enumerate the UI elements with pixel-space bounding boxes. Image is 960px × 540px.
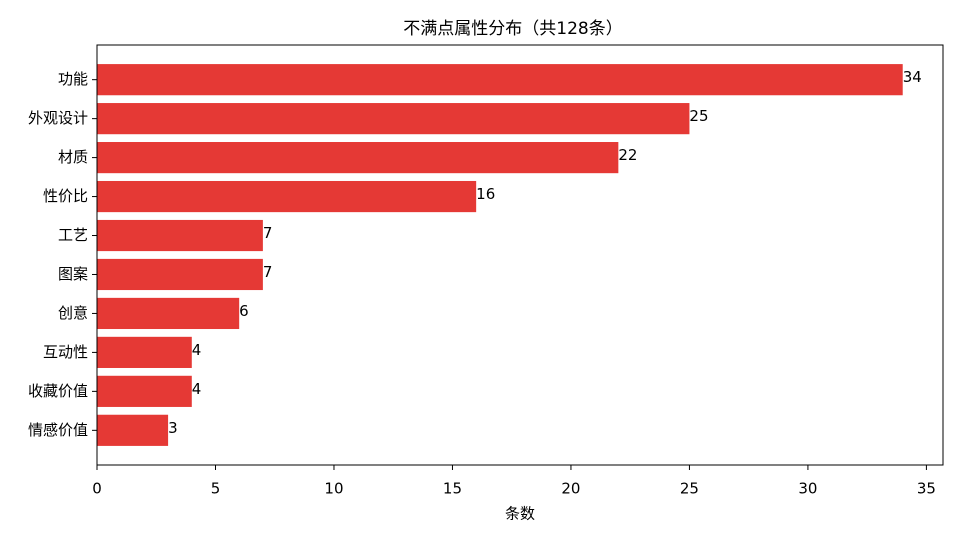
x-tick-label: 10 [324, 480, 343, 498]
x-tick-label: 0 [92, 480, 102, 498]
value-label: 6 [239, 302, 249, 320]
value-label: 25 [689, 107, 708, 125]
bar [97, 336, 192, 368]
y-tick-label: 性价比 [43, 187, 88, 205]
bar [97, 258, 263, 291]
plot-frame [96, 44, 944, 466]
y-tick-label: 工艺 [58, 226, 88, 244]
value-label: 7 [263, 263, 273, 281]
bar [97, 219, 263, 252]
bar [97, 297, 240, 330]
x-tick-label: 30 [798, 480, 817, 498]
y-tick-label: 材质 [58, 148, 88, 166]
x-tick-label: 35 [917, 480, 936, 498]
y-tick-label: 功能 [58, 70, 88, 88]
value-label: 7 [263, 224, 273, 242]
bar [97, 414, 169, 446]
x-tick-label: 5 [211, 480, 221, 498]
y-tick-label: 互动性 [43, 343, 88, 361]
x-tick-label: 20 [561, 480, 580, 498]
y-tick-label: 情感价值 [28, 421, 88, 439]
value-label: 16 [476, 185, 495, 203]
bar [97, 375, 192, 407]
value-label: 4 [192, 341, 202, 359]
bar [97, 103, 690, 135]
value-label: 34 [903, 68, 922, 86]
bar [97, 180, 477, 213]
value-label: 22 [618, 146, 637, 164]
y-tick-label: 外观设计 [28, 109, 88, 127]
y-tick-label: 创意 [58, 304, 88, 322]
y-tick-label: 收藏价值 [28, 382, 88, 400]
chart-title: 不满点属性分布（共128条） [403, 19, 622, 39]
value-label: 4 [192, 380, 202, 398]
bar [97, 142, 619, 174]
bar [97, 64, 903, 96]
x-axis-label: 条数 [505, 505, 535, 523]
x-tick-label: 25 [680, 480, 699, 498]
y-tick-label: 图案 [58, 265, 88, 283]
x-tick-label: 15 [443, 480, 462, 498]
value-label: 3 [168, 419, 178, 437]
